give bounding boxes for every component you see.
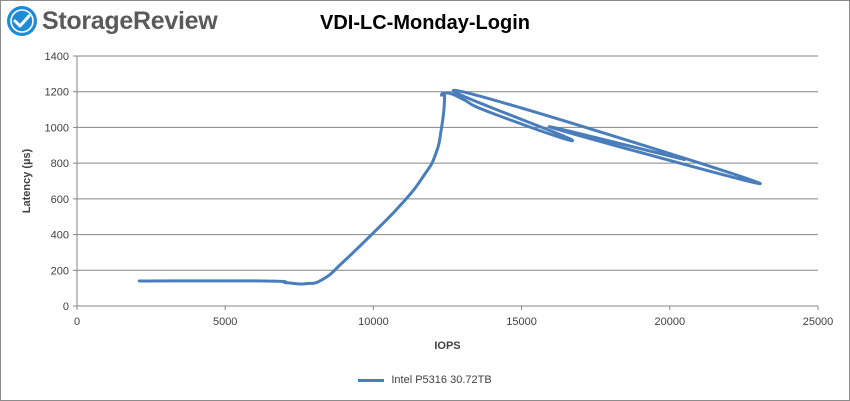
y-tick-label-200: 200 (51, 265, 69, 277)
x-tick-label-0: 0 (74, 316, 80, 328)
y-tick-label-1400: 1400 (45, 51, 69, 63)
x-axis-label: IOPS (434, 340, 460, 352)
storagereview-logo-icon (7, 6, 37, 36)
legend: Intel P5316 30.72TB (0, 374, 850, 386)
series-line-0 (137, 88, 762, 286)
y-tick-label-1000: 1000 (45, 122, 69, 134)
brand-name: StorageReview (42, 7, 218, 35)
storagereview-logo: StorageReview (6, 4, 236, 38)
chart-title: VDI-LC-Monday-Login (320, 12, 530, 34)
y-tick-label-400: 400 (51, 230, 69, 242)
x-tick-label-15000: 15000 (506, 316, 537, 328)
legend-swatch (358, 378, 385, 382)
x-tick-label-25000: 25000 (803, 316, 834, 328)
x-tick-label-5000: 5000 (213, 316, 237, 328)
legend-label: Intel P5316 30.72TB (391, 374, 492, 386)
x-tick-label-20000: 20000 (655, 316, 686, 328)
y-tick-label-1200: 1200 (45, 87, 69, 99)
y-tick-label-800: 800 (51, 158, 69, 170)
y-axis-label: Latency (µs) (21, 148, 33, 213)
x-tick-label-10000: 10000 (358, 316, 389, 328)
y-tick-label-0: 0 (63, 301, 69, 313)
y-tick-label-600: 600 (51, 194, 69, 206)
